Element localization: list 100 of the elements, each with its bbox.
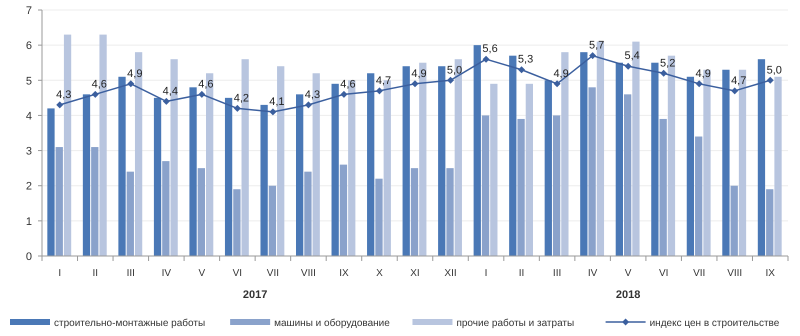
bar <box>686 76 694 256</box>
x-tick-label: XI <box>410 268 420 279</box>
bar <box>695 136 702 256</box>
bar <box>154 98 162 256</box>
data-label: 4,7 <box>376 74 392 87</box>
bar <box>660 118 667 256</box>
text: 2017 <box>242 289 268 301</box>
bar <box>722 70 730 256</box>
point <box>304 101 312 108</box>
x-tick-label: III <box>126 268 135 279</box>
bar <box>56 147 63 256</box>
bar <box>624 94 632 256</box>
y-tick-label: 7 <box>26 5 32 17</box>
x-tick-label: I <box>484 268 488 279</box>
x-tick-label: II <box>518 268 524 279</box>
x-tick-label: II <box>92 268 98 279</box>
x-tick-label: VIII <box>300 268 316 279</box>
data-label: 5,0 <box>446 64 462 76</box>
point <box>269 108 276 116</box>
bar <box>260 104 268 256</box>
bar <box>126 172 134 256</box>
y-tick-label: 0 <box>26 251 32 263</box>
data-label: 4,6 <box>340 78 356 90</box>
bar <box>552 115 560 256</box>
point <box>412 80 418 88</box>
bar <box>509 56 516 256</box>
legend-label: индекс цен в строительстве <box>650 318 780 329</box>
data-label: 4,3 <box>56 88 72 101</box>
point <box>766 76 774 84</box>
y-tick-label: 4 <box>26 110 32 122</box>
y-tick-label: 3 <box>26 146 32 158</box>
x-tick-label: V <box>198 268 206 279</box>
bar <box>580 52 588 256</box>
bar <box>544 80 552 256</box>
y-tick-label: 6 <box>26 40 32 52</box>
x-tick-label: IV <box>162 268 172 279</box>
x-tick-label: III <box>552 268 562 279</box>
data-label: 5,6 <box>482 43 498 56</box>
data-label: 5,7 <box>588 40 604 52</box>
x-tick-label: XII <box>444 268 457 279</box>
bar <box>490 84 498 256</box>
bar <box>526 84 534 256</box>
bar <box>616 62 623 256</box>
bar <box>224 98 232 256</box>
bar <box>730 186 738 256</box>
y-tick-label: 1 <box>26 216 32 228</box>
data-label: 4,9 <box>411 68 427 80</box>
bar <box>91 147 98 256</box>
data-label: 4,9 <box>696 68 711 80</box>
x-tick-label: VII <box>693 268 706 279</box>
point <box>234 104 241 112</box>
data-label: 4,3 <box>304 88 320 101</box>
point <box>482 56 490 63</box>
legend-label: машины и оборудование <box>274 318 390 329</box>
data-label: 4,6 <box>198 78 214 90</box>
bar <box>189 87 197 256</box>
point <box>731 87 738 94</box>
data-label: 4,7 <box>731 74 746 87</box>
bar <box>162 161 170 256</box>
bar <box>517 118 525 256</box>
legend-label: строительно-монтажные работы <box>54 318 206 329</box>
data-label: 5,4 <box>624 50 640 62</box>
data-label: 4,9 <box>127 68 142 80</box>
point <box>624 62 632 70</box>
bar <box>198 168 205 256</box>
data-label: 5,0 <box>766 64 782 76</box>
bar <box>651 62 659 256</box>
bar <box>332 84 339 256</box>
x-tick-label: IX <box>766 268 776 279</box>
bar <box>774 76 782 256</box>
point <box>92 90 99 98</box>
bar <box>402 66 410 256</box>
data-label: 4,6 <box>92 78 107 90</box>
x-tick-label: IX <box>339 268 350 279</box>
text: 2018 <box>616 289 640 301</box>
bar <box>367 73 374 256</box>
point <box>198 90 206 98</box>
x-tick-label: VI <box>232 268 242 279</box>
point <box>696 80 703 88</box>
x-tick-label: VIII <box>727 268 742 279</box>
data-label: 4,9 <box>553 68 569 80</box>
bar <box>446 168 454 256</box>
bar <box>82 94 90 256</box>
point <box>660 70 668 77</box>
bar <box>304 172 312 256</box>
bar <box>233 189 241 256</box>
bar <box>375 178 383 256</box>
point <box>589 52 596 60</box>
bar <box>296 94 304 256</box>
x-tick-label: V <box>624 268 632 279</box>
bar <box>118 76 126 256</box>
x-tick-label: I <box>58 268 62 279</box>
point <box>340 90 348 98</box>
data-label: 5,2 <box>660 57 676 70</box>
data-label: 4,1 <box>269 96 285 108</box>
x-tick-label: IV <box>588 268 598 279</box>
y-tick-label: 2 <box>26 180 32 193</box>
point <box>554 80 561 88</box>
point <box>56 101 64 108</box>
point <box>127 80 134 88</box>
